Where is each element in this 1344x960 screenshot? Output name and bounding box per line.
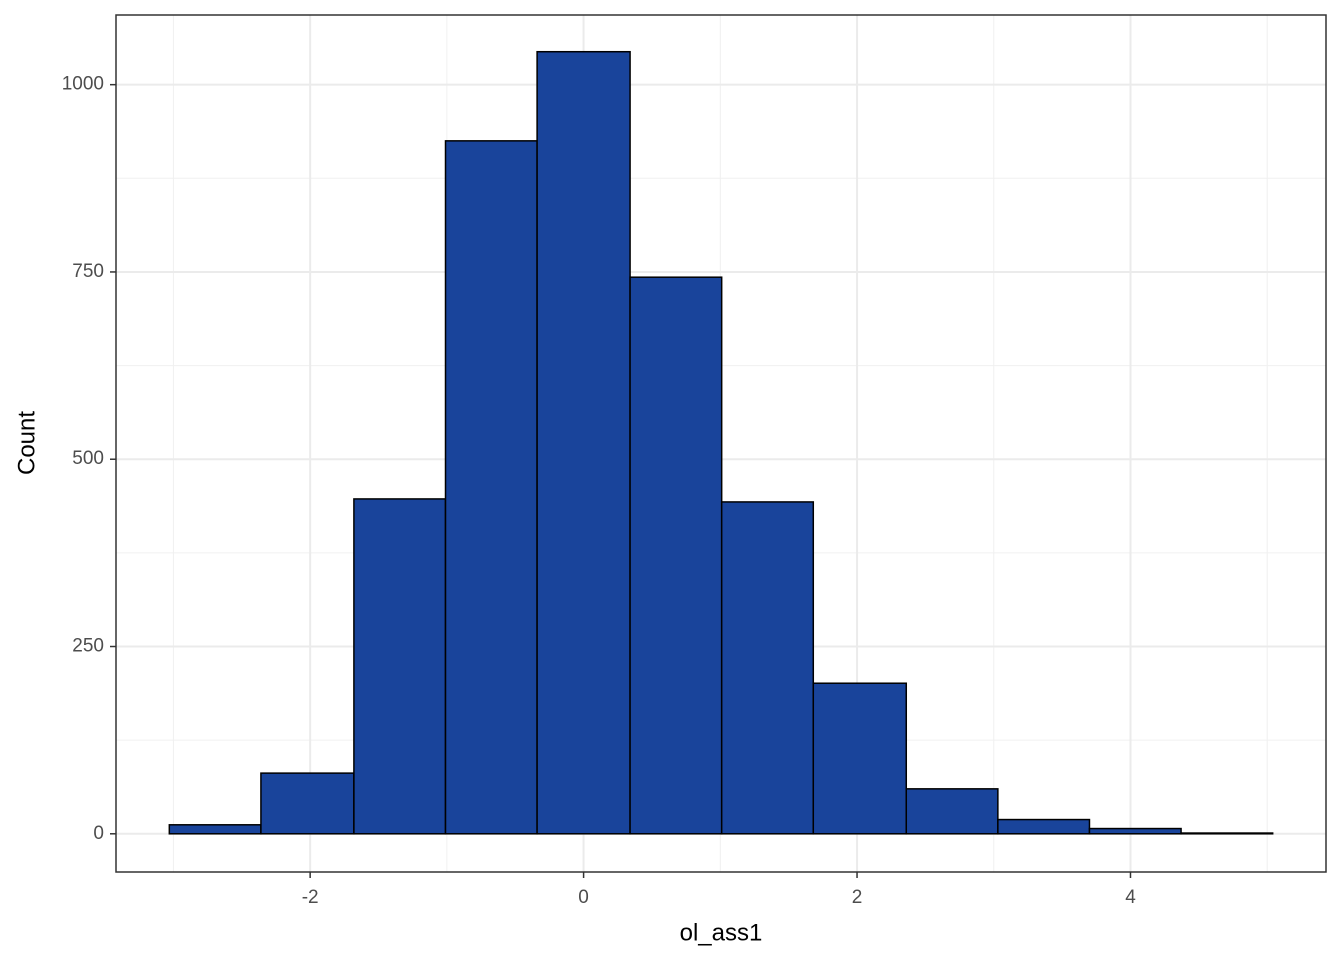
y-axis-title: Count: [13, 411, 40, 475]
x-tick-label: 2: [852, 887, 863, 908]
bar: [168, 824, 262, 835]
plot-border: [115, 14, 1327, 873]
y-tick-label: 1000: [62, 74, 104, 95]
bar: [353, 498, 447, 835]
x-tick-label: 4: [1125, 887, 1136, 908]
bar: [629, 276, 723, 835]
y-tick-label: 500: [72, 448, 104, 469]
y-tick-label: 250: [72, 636, 104, 657]
bar: [720, 501, 815, 835]
x-axis-title: ol_ass1: [680, 919, 763, 946]
bar: [536, 50, 631, 835]
x-tick-label: -2: [302, 887, 319, 908]
bar: [812, 682, 908, 835]
y-tick-label: 0: [93, 823, 104, 844]
bar: [1180, 832, 1274, 835]
bar: [905, 788, 999, 835]
x-tick-label: 0: [578, 887, 589, 908]
bar: [260, 772, 355, 835]
bar: [444, 140, 538, 835]
bar: [997, 818, 1091, 835]
y-tick-label: 750: [72, 261, 104, 282]
bar: [1088, 827, 1182, 835]
